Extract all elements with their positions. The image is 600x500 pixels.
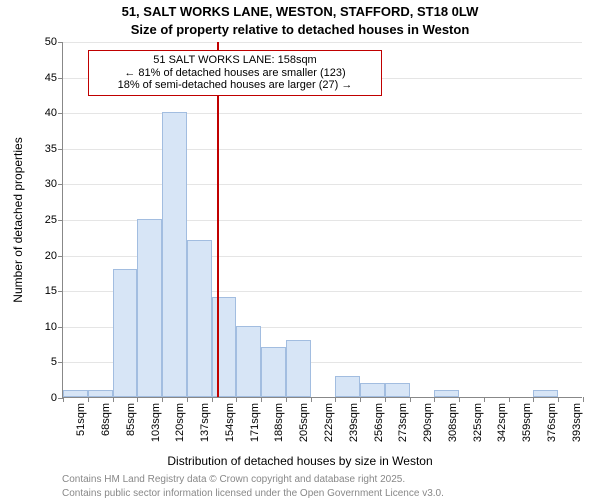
histogram-bar xyxy=(137,219,162,397)
y-tick-label: 45 xyxy=(45,72,63,84)
gridline xyxy=(63,149,582,150)
x-axis-label: Distribution of detached houses by size … xyxy=(0,454,600,468)
x-tick-mark xyxy=(113,397,114,402)
y-tick-label: 50 xyxy=(45,36,63,48)
x-tick-label: 308sqm xyxy=(447,397,459,442)
x-tick-mark xyxy=(236,397,237,402)
y-axis-label: Number of detached properties xyxy=(11,137,25,302)
y-tick-label: 20 xyxy=(45,250,63,262)
x-tick-mark xyxy=(459,397,460,402)
x-tick-mark xyxy=(533,397,534,402)
x-tick-label: 51sqm xyxy=(75,397,87,436)
histogram-bar xyxy=(187,240,212,397)
histogram-bar xyxy=(360,383,385,397)
histogram-bar xyxy=(236,326,261,397)
x-tick-mark xyxy=(311,397,312,402)
gridline xyxy=(63,184,582,185)
x-tick-label: 359sqm xyxy=(521,397,533,442)
histogram-bar xyxy=(162,112,187,397)
chart-title-line1: 51, SALT WORKS LANE, WESTON, STAFFORD, S… xyxy=(0,4,600,19)
x-tick-mark xyxy=(212,397,213,402)
x-tick-label: 188sqm xyxy=(273,397,285,442)
x-tick-label: 171sqm xyxy=(249,397,261,442)
y-tick-label: 40 xyxy=(45,107,63,119)
x-tick-label: 205sqm xyxy=(298,397,310,442)
histogram-bar xyxy=(533,390,558,397)
x-tick-mark xyxy=(261,397,262,402)
x-tick-mark xyxy=(583,397,584,402)
x-tick-mark xyxy=(286,397,287,402)
chart-container: 51, SALT WORKS LANE, WESTON, STAFFORD, S… xyxy=(0,0,600,500)
histogram-bar xyxy=(63,390,88,397)
x-tick-mark xyxy=(88,397,89,402)
histogram-bar xyxy=(113,269,138,397)
x-tick-label: 103sqm xyxy=(150,397,162,442)
x-tick-label: 222sqm xyxy=(323,397,335,442)
histogram-bar xyxy=(261,347,286,397)
footer-line1: Contains HM Land Registry data © Crown c… xyxy=(62,474,405,485)
x-tick-mark xyxy=(360,397,361,402)
x-tick-mark xyxy=(558,397,559,402)
x-tick-mark xyxy=(434,397,435,402)
x-tick-label: 68sqm xyxy=(100,397,112,436)
annotation-line3: 18% of semi-detached houses are larger (… xyxy=(95,79,375,92)
x-tick-label: 325sqm xyxy=(472,397,484,442)
x-tick-label: 239sqm xyxy=(348,397,360,442)
x-tick-mark xyxy=(335,397,336,402)
x-tick-label: 85sqm xyxy=(125,397,137,436)
x-tick-mark xyxy=(484,397,485,402)
x-tick-mark xyxy=(410,397,411,402)
y-tick-label: 0 xyxy=(51,392,63,404)
histogram-bar xyxy=(385,383,410,397)
annotation-line2: ← 81% of detached houses are smaller (12… xyxy=(95,67,375,80)
x-tick-label: 120sqm xyxy=(174,397,186,442)
y-tick-label: 15 xyxy=(45,285,63,297)
histogram-bar xyxy=(286,340,311,397)
y-tick-label: 5 xyxy=(51,356,63,368)
x-tick-mark xyxy=(187,397,188,402)
annotation-line1: 51 SALT WORKS LANE: 158sqm xyxy=(95,54,375,67)
x-tick-mark xyxy=(385,397,386,402)
footer-line2: Contains public sector information licen… xyxy=(62,488,444,499)
x-tick-label: 137sqm xyxy=(199,397,211,442)
x-tick-label: 342sqm xyxy=(496,397,508,442)
histogram-bar xyxy=(434,390,459,397)
y-tick-label: 25 xyxy=(45,214,63,226)
chart-title-line2: Size of property relative to detached ho… xyxy=(0,22,600,37)
histogram-bar xyxy=(88,390,113,397)
y-tick-label: 10 xyxy=(45,321,63,333)
x-tick-mark xyxy=(137,397,138,402)
gridline xyxy=(63,42,582,43)
x-tick-label: 273sqm xyxy=(397,397,409,442)
x-tick-label: 376sqm xyxy=(546,397,558,442)
x-tick-mark xyxy=(162,397,163,402)
x-tick-label: 393sqm xyxy=(571,397,583,442)
histogram-bar xyxy=(335,376,360,397)
x-tick-mark xyxy=(509,397,510,402)
x-tick-mark xyxy=(63,397,64,402)
histogram-bar xyxy=(212,297,237,397)
y-tick-label: 30 xyxy=(45,178,63,190)
gridline xyxy=(63,113,582,114)
x-tick-label: 290sqm xyxy=(422,397,434,442)
x-tick-label: 256sqm xyxy=(373,397,385,442)
x-tick-label: 154sqm xyxy=(224,397,236,442)
y-tick-label: 35 xyxy=(45,143,63,155)
annotation-box: 51 SALT WORKS LANE: 158sqm← 81% of detac… xyxy=(88,50,382,96)
